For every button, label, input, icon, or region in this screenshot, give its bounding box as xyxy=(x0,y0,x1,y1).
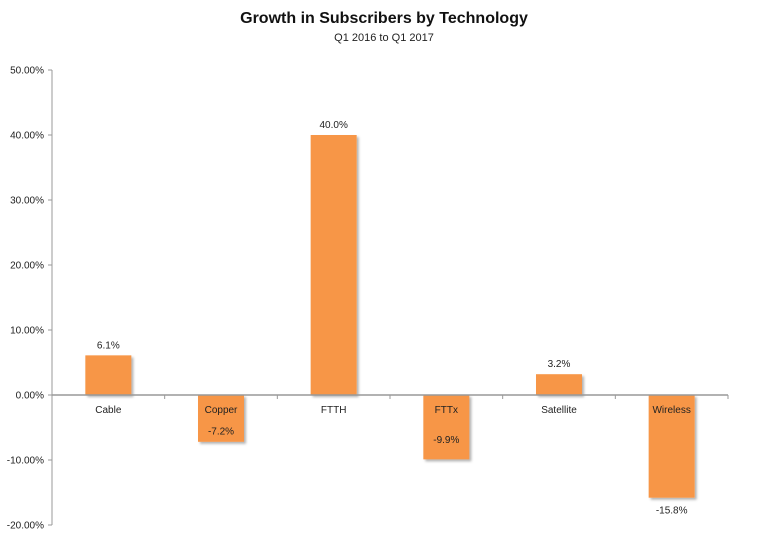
data-label: 6.1% xyxy=(97,340,120,351)
y-tick-label: 40.00% xyxy=(10,131,44,142)
y-tick-label: 30.00% xyxy=(10,196,44,207)
x-tick-label: Wireless xyxy=(652,405,690,416)
data-label: -15.8% xyxy=(656,506,688,517)
x-tick-label: Cable xyxy=(95,405,122,416)
chart-subtitle: Q1 2016 to Q1 2017 xyxy=(334,32,434,44)
y-tick-label: 50.00% xyxy=(10,66,44,77)
data-label: 40.0% xyxy=(319,120,347,131)
data-label: -9.9% xyxy=(433,435,459,446)
chart-title: Growth in Subscribers by Technology xyxy=(240,10,528,27)
x-tick-label: FTTH xyxy=(321,405,347,416)
bar-wireless xyxy=(648,395,695,498)
bar-copper xyxy=(198,395,244,442)
x-tick-label: Copper xyxy=(205,405,238,416)
data-label: 3.2% xyxy=(548,359,571,370)
y-tick-label: -10.00% xyxy=(7,456,44,467)
data-label: -7.2% xyxy=(208,426,234,437)
y-tick-label: 10.00% xyxy=(10,326,44,337)
x-tick-label: Satellite xyxy=(541,405,577,416)
bar-satellite xyxy=(536,374,582,395)
x-tick-label: FTTx xyxy=(435,405,458,416)
y-tick-label: 20.00% xyxy=(10,261,44,272)
bar-ftth xyxy=(310,135,357,395)
y-tick-label: -20.00% xyxy=(7,521,44,532)
y-tick-label: 0.00% xyxy=(16,391,44,402)
bar-cable xyxy=(85,355,132,395)
bar-fttx xyxy=(423,395,470,460)
